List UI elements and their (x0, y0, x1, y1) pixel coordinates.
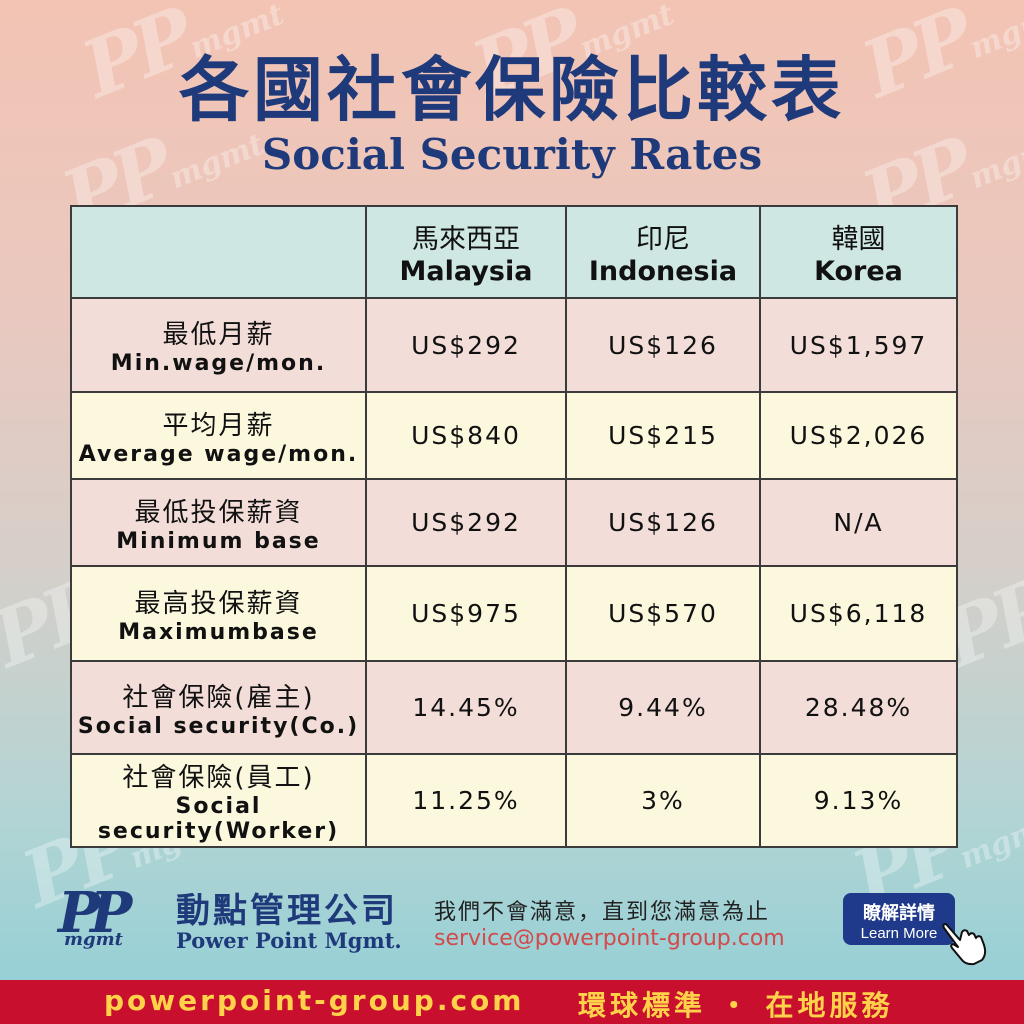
table-cell: US$1,597 (759, 297, 958, 393)
table-row: 最高投保薪資 Maximumbase US$975 US$570 US$6,11… (70, 565, 958, 662)
table-row: 最低月薪 Min.wage/mon. US$292 US$126 US$1,59… (70, 297, 958, 393)
row-header: 最低投保薪資 Minimum base (70, 478, 367, 567)
page-subtitle: Social Security Rates (261, 130, 763, 179)
header-corner (70, 205, 367, 299)
table-cell: US$6,118 (759, 565, 958, 662)
row-header: 最高投保薪資 Maximumbase (70, 565, 367, 662)
footer-slogan: 環球標準 ・ 在地服務 (578, 989, 894, 1022)
row-label-en: Minimum base (116, 528, 321, 554)
row-label-en: Maximumbase (118, 619, 319, 645)
pointing-hand-icon (942, 923, 987, 966)
table-cell: 9.44% (565, 660, 761, 755)
learn-more-label-zh: 瞭解詳情 (863, 903, 935, 924)
table-cell: US$570 (565, 565, 761, 662)
table-cell: 28.48% (759, 660, 958, 755)
table-row: 社會保險(員工) Social security(Worker) 11.25% … (70, 753, 958, 848)
company-slogan: 我們不會滿意，直到您滿意為止 (434, 900, 771, 925)
column-header-indonesia: 印尼 Indonesia (565, 205, 761, 299)
learn-more-button[interactable]: 瞭解詳情 Learn More (843, 893, 955, 945)
row-label-en: Social security(Worker) (97, 794, 340, 844)
logo-mark: PP (58, 880, 132, 946)
table-cell: US$975 (365, 565, 567, 662)
footer-website-link[interactable]: powerpoint-group.com (104, 984, 525, 1017)
footer-bar (0, 980, 1024, 1024)
table-cell: 9.13% (759, 753, 958, 848)
table-cell: US$126 (565, 297, 761, 393)
comparison-table: 馬來西亞 Malaysia 印尼 Indonesia 韓國 Korea 最低月薪… (70, 205, 958, 848)
column-header-korea: 韓國 Korea (759, 205, 958, 299)
row-label-zh: 平均月薪 (162, 410, 275, 441)
company-logo: PP mgmt (58, 880, 168, 950)
table-cell: 11.25% (365, 753, 567, 848)
table-cell: US$126 (565, 478, 761, 567)
row-header: 最低月薪 Min.wage/mon. (70, 297, 367, 393)
table-cell: N/A (759, 478, 958, 567)
row-label-zh: 社會保險(員工) (122, 763, 315, 793)
row-label-en: Min.wage/mon. (110, 351, 327, 376)
row-label-zh: 最低投保薪資 (134, 497, 303, 528)
column-header-en: Indonesia (588, 256, 738, 287)
row-header: 平均月薪 Average wage/mon. (70, 391, 367, 480)
table-row: 最低投保薪資 Minimum base US$292 US$126 N/A (70, 478, 958, 567)
contact-email-link[interactable]: service@powerpoint-group.com (434, 926, 785, 951)
table-cell: US$292 (365, 478, 567, 567)
table-cell: US$2,026 (759, 391, 958, 480)
row-label-zh: 最高投保薪資 (134, 588, 303, 619)
row-header: 社會保險(雇主) Social security(Co.) (70, 660, 367, 755)
logo-subtext: mgmt (64, 929, 123, 950)
column-header-zh: 印尼 (636, 224, 690, 255)
column-header-malaysia: 馬來西亞 Malaysia (365, 205, 567, 299)
table-row: 平均月薪 Average wage/mon. US$840 US$215 US$… (70, 391, 958, 480)
page-title: 各國社會保險比較表 (179, 49, 845, 131)
row-header: 社會保險(員工) Social security(Worker) (70, 753, 367, 848)
row-label-en: Average wage/mon. (78, 441, 359, 467)
row-label-en: Social security(Co.) (77, 713, 360, 739)
column-header-zh: 馬來西亞 (412, 224, 520, 255)
table-cell: 3% (565, 753, 761, 848)
column-header-en: Korea (814, 256, 903, 287)
table-cell: US$215 (565, 391, 761, 480)
table-row: 社會保險(雇主) Social security(Co.) 14.45% 9.4… (70, 660, 958, 755)
learn-more-label-en: Learn More (860, 925, 938, 942)
company-name-zh: 動點管理公司 (176, 891, 398, 931)
table-header-row: 馬來西亞 Malaysia 印尼 Indonesia 韓國 Korea (70, 205, 958, 299)
table-cell: 14.45% (365, 660, 567, 755)
row-label-zh: 最低月薪 (162, 320, 275, 350)
row-label-zh: 社會保險(雇主) (122, 682, 315, 713)
column-header-zh: 韓國 (831, 224, 886, 255)
table-cell: US$292 (365, 297, 567, 393)
column-header-en: Malaysia (399, 256, 533, 287)
table-cell: US$840 (365, 391, 567, 480)
company-name-en: Power Point Mgmt. (176, 928, 402, 953)
